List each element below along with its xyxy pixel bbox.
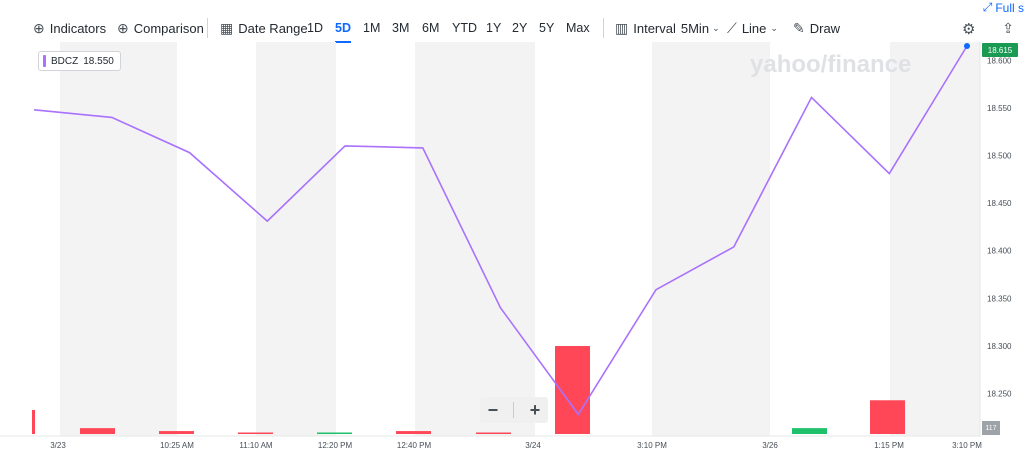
zoom-controls: − +	[480, 397, 548, 423]
volume-bar	[396, 431, 431, 434]
zoom-out-button[interactable]: −	[487, 399, 499, 420]
x-tick-label: 3:10 PM	[952, 441, 982, 450]
yahoo-finance-watermark: yahoo/finance	[750, 51, 911, 78]
volume-bars	[32, 346, 905, 434]
x-tick-label: 11:10 AM	[239, 441, 273, 450]
chevron-down-icon: ⌄	[712, 22, 720, 33]
x-tick-label: 3/24	[525, 441, 541, 450]
series-legend[interactable]: BDCZ 18.550	[38, 51, 121, 71]
range-1y[interactable]: 1Y	[486, 21, 502, 35]
range-5y[interactable]: 5Y	[539, 21, 555, 35]
draw-button[interactable]: ✎ Draw	[793, 18, 840, 38]
interval-label: Interval	[633, 20, 676, 36]
volume-bar	[870, 400, 905, 434]
plus-circle-icon: ⊕	[33, 20, 45, 36]
session-band	[415, 42, 535, 436]
volume-bar	[317, 432, 352, 434]
share-icon[interactable]: ⇪	[1002, 20, 1014, 36]
range-1d[interactable]: 1D	[307, 21, 323, 35]
x-tick-label: 3/23	[50, 441, 66, 450]
comparison-label: Comparison	[133, 20, 204, 36]
line-chart-icon: ⟋	[727, 20, 737, 36]
x-tick-label: 3/26	[762, 441, 778, 450]
session-band	[60, 42, 177, 436]
settings-gear-icon[interactable]: ⚙	[962, 21, 976, 38]
range-5d[interactable]: 5D	[335, 18, 351, 43]
date-range-button[interactable]: ▦ Date Range	[220, 18, 308, 38]
y-tick-label: 18.500	[987, 151, 1012, 160]
candles-icon: ▥	[615, 20, 629, 36]
y-tick-label: 18.550	[987, 104, 1012, 113]
fullscreen-link[interactable]: ⤢ Full s	[983, 0, 1024, 15]
volume-tag: 117	[982, 421, 1000, 435]
y-tick-label: 18.350	[987, 294, 1012, 303]
legend-symbol: BDCZ	[51, 55, 79, 67]
zoom-divider	[513, 402, 515, 418]
toolbar-divider	[603, 18, 604, 38]
session-band	[890, 42, 980, 436]
indicators-button[interactable]: ⊕ Indicators	[33, 18, 106, 38]
chart-type-label: Line	[741, 20, 767, 36]
volume-bar	[80, 428, 115, 434]
fullscreen-label: Full s	[995, 0, 1024, 15]
series-swatch	[43, 55, 46, 67]
y-tick-label: 18.450	[987, 199, 1012, 208]
volume-bar	[238, 432, 273, 434]
draw-label: Draw	[809, 20, 841, 36]
plus-circle-icon: ⊕	[117, 20, 129, 36]
chart-type-dropdown[interactable]: ⟋ Line ⌄	[727, 18, 778, 38]
session-band	[256, 42, 336, 436]
toolbar-divider	[207, 18, 208, 38]
volume-bar	[159, 431, 194, 434]
x-axis-ticks: 3/23 10:25 AM 11:10 AM 12:20 PM 12:40 PM 3/24…	[50, 441, 982, 450]
range-1m[interactable]: 1M	[363, 21, 381, 35]
current-price-tag: 18.615	[982, 43, 1018, 57]
indicators-label: Indicators	[49, 20, 107, 36]
last-price-dot	[964, 43, 970, 49]
x-tick-label: 3:10 PM	[637, 441, 667, 450]
x-tick-label: 12:40 PM	[397, 441, 432, 450]
volume-bar	[476, 432, 511, 434]
y-tick-label: 18.400	[987, 247, 1012, 256]
zoom-in-button[interactable]: +	[529, 399, 541, 420]
x-tick-label: 12:20 PM	[318, 441, 353, 450]
calendar-icon: ▦	[220, 20, 234, 36]
y-tick-label: 18.250	[987, 389, 1012, 398]
comparison-button[interactable]: ⊕ Comparison	[117, 18, 204, 38]
y-axis-ticks: 18.600 18.550 18.500 18.450 18.400 18.350 18.3…	[987, 56, 1012, 398]
expand-icon: ⤢	[982, 0, 993, 14]
volume-bar	[792, 428, 827, 434]
session-bands	[60, 42, 980, 436]
legend-value: 18.550	[83, 55, 114, 67]
range-max[interactable]: Max	[566, 21, 590, 35]
pencil-icon: ✎	[793, 20, 805, 36]
range-3m[interactable]: 3M	[392, 21, 410, 35]
price-line	[33, 45, 968, 416]
range-6m[interactable]: 6M	[422, 21, 440, 35]
chevron-down-icon: ⌄	[770, 22, 778, 33]
range-2y[interactable]: 2Y	[512, 21, 528, 35]
volume-bar	[32, 410, 35, 434]
y-tick-label: 18.300	[987, 342, 1012, 351]
y-tick-label: 18.600	[987, 56, 1012, 65]
interval-dropdown[interactable]: ▥ Interval 5Min ⌄	[615, 18, 720, 38]
session-band	[652, 42, 770, 436]
range-ytd[interactable]: YTD	[452, 21, 477, 35]
x-tick-label: 1:15 PM	[874, 441, 904, 450]
x-tick-label: 10:25 AM	[160, 441, 194, 450]
chart-toolbar: ⊕ Indicators ⊕ Comparison ▦ Date Range 1…	[0, 0, 1024, 44]
interval-value: 5Min	[680, 20, 710, 36]
date-range-label: Date Range	[238, 20, 308, 36]
price-chart[interactable]: yahoo/finance 18.60018.55018.50018.45018…	[0, 42, 1024, 456]
